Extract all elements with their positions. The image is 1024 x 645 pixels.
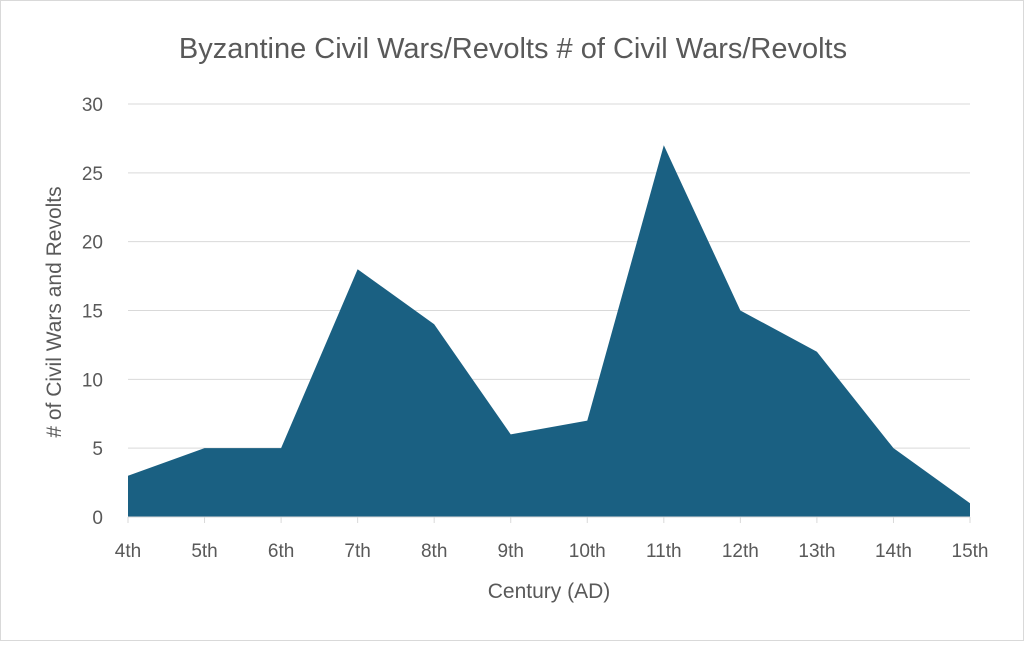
- y-tick-label: 0: [92, 508, 103, 529]
- y-tick-label: 25: [82, 164, 103, 185]
- x-axis-ticks: 4th 5th 6th 7th 8th 9th 10th 11th 12th 13th 14th 15…: [115, 516, 989, 562]
- x-axis-label: Century (AD): [488, 580, 611, 603]
- y-axis-label: # of Civil Wars and Revolts: [43, 186, 66, 437]
- x-tick-label: 13th: [798, 541, 835, 562]
- chart-title: Byzantine Civil Wars/Revolts # of Civil …: [179, 33, 847, 65]
- y-axis-ticks: 0 5 10 15 20 25 30: [82, 95, 103, 529]
- x-tick-label: 9th: [498, 541, 524, 562]
- x-tick-label: 6th: [268, 541, 294, 562]
- x-tick-label: 10th: [569, 541, 606, 562]
- y-tick-label: 15: [82, 302, 103, 323]
- y-tick-label: 30: [82, 95, 103, 116]
- x-tick-label: 8th: [421, 541, 447, 562]
- y-tick-label: 10: [82, 370, 103, 391]
- y-tick-label: 20: [82, 233, 103, 254]
- x-tick-label: 12th: [722, 541, 759, 562]
- y-tick-label: 5: [92, 439, 103, 460]
- x-tick-label: 7th: [344, 541, 370, 562]
- x-tick-label: 15th: [952, 541, 989, 562]
- x-tick-label: 4th: [115, 541, 141, 562]
- x-tick-label: 5th: [191, 541, 217, 562]
- x-tick-label: 11th: [646, 541, 682, 562]
- x-tick-label: 14th: [875, 541, 912, 562]
- area-fill: [128, 145, 970, 518]
- area-series: [128, 145, 970, 518]
